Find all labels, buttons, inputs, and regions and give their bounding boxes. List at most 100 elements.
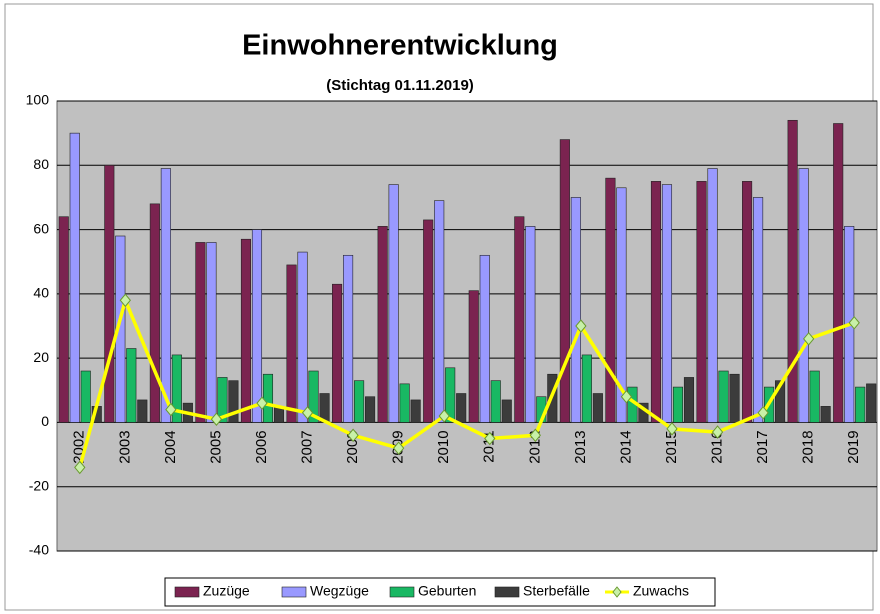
line-marker (529, 428, 541, 443)
bar (228, 380, 239, 423)
bar (115, 235, 126, 423)
bar (58, 216, 69, 423)
line-marker (803, 332, 815, 346)
x-tick-label: 2016 (709, 430, 726, 463)
line-marker (119, 293, 131, 308)
legend-swatch (612, 586, 622, 598)
bar (570, 197, 581, 423)
bar (809, 370, 820, 423)
bar (251, 229, 263, 423)
bar (445, 367, 456, 423)
bar (866, 383, 877, 423)
line-marker (757, 406, 769, 420)
bar (468, 290, 479, 423)
bar (718, 370, 729, 423)
line-marker (165, 402, 177, 417)
x-tick-label: 2019 (845, 430, 862, 463)
bar (707, 168, 718, 423)
legend-label: Zuzüge (203, 583, 250, 599)
bar (683, 377, 695, 423)
line-marker (848, 316, 860, 330)
bar (80, 370, 91, 423)
line-marker (210, 412, 223, 426)
x-tick-label: 2008 (344, 430, 361, 463)
bar (525, 226, 536, 423)
line-marker (256, 396, 268, 410)
y-tick-label: 0 (41, 413, 49, 429)
legend-label: Zuwachs (633, 583, 689, 599)
bar (559, 139, 570, 423)
line-marker (393, 441, 405, 455)
x-tick-label: 2005 (207, 430, 224, 463)
bar (672, 386, 684, 423)
chart-title: Einwohnerentwicklung (242, 30, 558, 62)
bar (456, 393, 467, 423)
bar (742, 181, 753, 423)
bar (377, 226, 388, 423)
x-tick-label: 2003 (116, 430, 133, 463)
y-tick-label: -40 (29, 542, 49, 558)
bar (479, 254, 490, 423)
line-marker (74, 460, 86, 475)
line-marker (347, 428, 359, 443)
bar (775, 380, 786, 423)
legend-swatch (281, 586, 307, 598)
bar (308, 370, 319, 423)
bar (581, 354, 592, 423)
bar (605, 177, 616, 423)
bar (365, 396, 376, 423)
x-tick-label: 2007 (299, 430, 316, 463)
x-tick-label: 2017 (754, 430, 771, 463)
y-tick-label: 80 (33, 156, 49, 172)
x-tick-label: 2018 (800, 430, 817, 463)
bar (423, 219, 434, 423)
bar (410, 399, 421, 423)
y-tick-label: 100 (26, 92, 50, 108)
bar (661, 184, 673, 423)
x-tick-label: 2012 (526, 430, 543, 463)
plot-area (56, 100, 878, 552)
bar (262, 373, 274, 423)
chart-subtitle: (Stichtag 01.11.2019) (326, 77, 474, 94)
line (78, 294, 855, 468)
bar (137, 399, 148, 423)
bar (787, 119, 798, 423)
bar (820, 406, 831, 423)
x-tick-label: 2006 (253, 430, 270, 463)
y-tick-label: -20 (29, 477, 49, 493)
bar (354, 380, 365, 423)
legend-label: Sterbefälle (523, 583, 590, 599)
bar (206, 242, 217, 423)
bar (514, 216, 525, 423)
bar (729, 373, 740, 423)
bar (650, 181, 662, 423)
legend-swatch (174, 586, 200, 598)
legend-label: Geburten (418, 583, 476, 599)
bar (160, 168, 171, 423)
bar (753, 197, 764, 423)
y-tick-label: 20 (33, 349, 49, 365)
bar (171, 354, 182, 423)
bar (388, 184, 399, 423)
bar (490, 380, 501, 423)
line-marker (711, 425, 724, 439)
x-tick-label: 2013 (572, 430, 589, 463)
bar (616, 187, 627, 423)
x-tick-label: 2015 (663, 430, 680, 463)
bar (592, 393, 603, 423)
y-tick-label: 40 (33, 285, 49, 301)
bar (195, 242, 206, 423)
bar (332, 283, 343, 423)
line-marker (301, 406, 314, 420)
bar (399, 383, 410, 423)
bar (149, 203, 160, 423)
legend-label: Wegzüge (310, 583, 369, 599)
bar (286, 264, 297, 423)
bar (217, 377, 228, 423)
legend-swatch (494, 586, 520, 598)
bar (501, 399, 512, 423)
x-tick-label: 2010 (435, 430, 452, 463)
y-tick-label: 60 (33, 220, 49, 236)
line-marker (438, 409, 450, 423)
